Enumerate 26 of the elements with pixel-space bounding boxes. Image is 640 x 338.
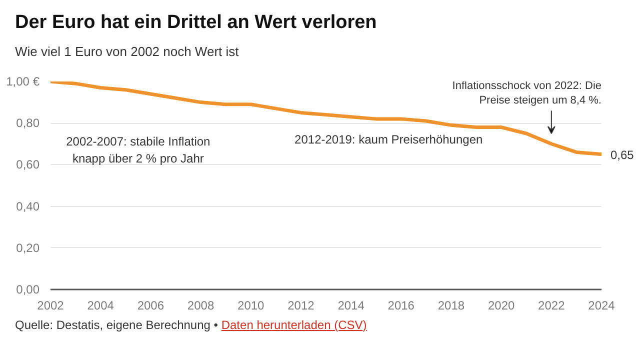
- x-tick-label: 2006: [137, 298, 164, 312]
- data-label: 0,65: [610, 148, 634, 162]
- x-tick-label: 2014: [338, 298, 365, 312]
- x-tick-label: 2020: [488, 298, 515, 312]
- y-tick-label: 0,20: [16, 240, 40, 255]
- x-tick-label: 2016: [388, 298, 415, 312]
- x-tick-label: 2022: [538, 298, 566, 312]
- x-tick-label: 2008: [187, 298, 214, 312]
- x-tick-label: 2002: [37, 298, 64, 312]
- y-tick-label: 0,00: [16, 282, 40, 296]
- x-tick-label: 2012: [288, 298, 315, 312]
- y-tick-label: 0,80: [16, 116, 40, 130]
- chart-subtitle: Wie viel 1 Euro von 2002 noch Wert ist: [15, 43, 239, 61]
- annotation: 2012-2019: kaum Preiserhöhungen: [294, 132, 483, 147]
- text: Daten herunterladen (CSV): [221, 318, 367, 332]
- x-tick-label: 2024: [588, 298, 616, 312]
- chart-title: Der Euro hat ein Drittel an Wert verloren: [15, 11, 377, 35]
- source-note: Quelle: Destatis, eigene Berechnung •: [15, 318, 218, 332]
- annotation: 2002-2007: stabile Inflation knapp über 2 % pro Jahr: [66, 134, 210, 166]
- y-tick-label: 0,40: [16, 199, 40, 214]
- annotation: Inflationsschock von 2022: Die Preise steigen um 8,4 %.: [452, 80, 602, 106]
- x-tick-label: 2004: [87, 298, 114, 312]
- y-tick-label: 0,60: [16, 158, 40, 172]
- x-tick-label: 2010: [238, 298, 265, 312]
- y-tick-label: 1,00 €: [6, 74, 40, 88]
- x-tick-label: 2018: [438, 298, 465, 312]
